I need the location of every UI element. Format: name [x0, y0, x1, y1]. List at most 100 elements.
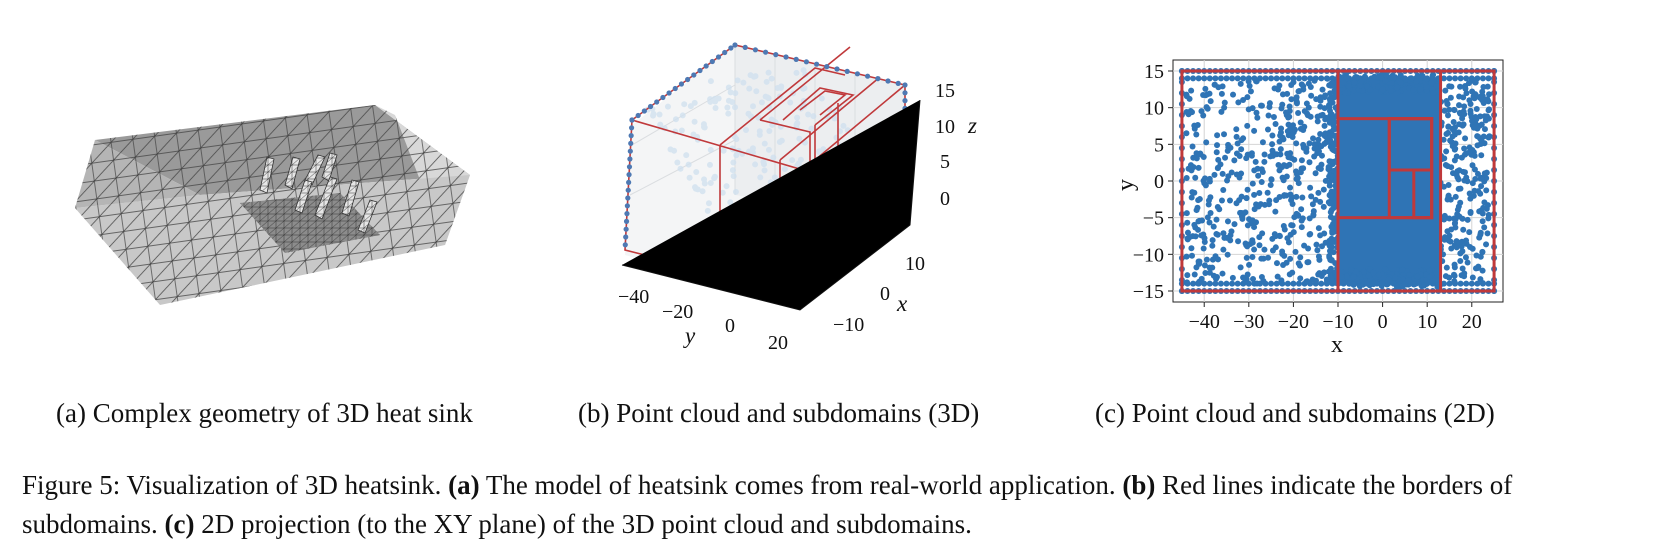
- scatter-point: [1209, 256, 1216, 263]
- scatter-point: [1420, 282, 1427, 289]
- scatter-point: [1245, 78, 1252, 85]
- scatter-point: [1260, 277, 1267, 284]
- scatter-point: [1278, 105, 1285, 112]
- scatter-point: [1279, 91, 1286, 98]
- scatter-point: [1221, 104, 1228, 111]
- edge-point: [626, 179, 632, 185]
- scatter-point: [1305, 259, 1312, 266]
- cloud-point: [800, 85, 807, 92]
- scatter-point: [1184, 272, 1191, 279]
- scatter-point: [1455, 185, 1462, 192]
- scatter-point: [1447, 94, 1454, 101]
- scatter-point: [1326, 158, 1333, 165]
- x-tick-label: −30: [1233, 311, 1264, 333]
- scatter-point: [1328, 257, 1335, 264]
- edge-point: [703, 63, 709, 69]
- scatter-point: [1308, 92, 1315, 99]
- scatter-point: [1212, 75, 1219, 82]
- edge-point: [623, 226, 629, 232]
- scatter-point: [1346, 280, 1353, 287]
- scatter-point: [1444, 234, 1451, 241]
- scatter-point: [1217, 75, 1224, 82]
- scatter-point: [1257, 201, 1264, 208]
- scatter-point: [1324, 75, 1331, 82]
- y-tick-label: −15: [1133, 281, 1164, 303]
- scatter-point: [1309, 201, 1316, 208]
- scatter-point: [1255, 172, 1262, 179]
- scatter-point: [1364, 83, 1371, 90]
- cloud-point: [711, 175, 718, 182]
- scatter-point: [1329, 146, 1336, 153]
- scatter-point: [1292, 248, 1299, 255]
- scatter-point: [1290, 280, 1297, 287]
- scatter-point: [1457, 258, 1464, 265]
- scatter-point: [1207, 98, 1214, 105]
- cloud-point: [725, 84, 732, 91]
- scatter-point: [1399, 266, 1406, 273]
- cloud-point: [761, 161, 768, 168]
- scatter-point: [1272, 208, 1279, 215]
- scatter-point: [1465, 80, 1472, 87]
- cloud-point: [730, 173, 737, 180]
- scatter-point: [1486, 91, 1493, 98]
- scatter-point: [1295, 110, 1302, 117]
- scatter-point: [1441, 107, 1448, 114]
- scatter-point: [1326, 179, 1333, 186]
- scatter-point: [1300, 144, 1307, 151]
- scatter-point: [1317, 198, 1324, 205]
- scatter-point: [1320, 203, 1327, 210]
- scatter-point: [1240, 75, 1247, 82]
- scatter-point: [1270, 113, 1277, 120]
- scatter-point: [1318, 143, 1325, 150]
- scatter-point: [1268, 75, 1275, 82]
- edge-point: [622, 242, 628, 248]
- x-tick-label: −40: [1189, 311, 1220, 333]
- scatter-point: [1209, 242, 1216, 249]
- scatter-point: [1196, 196, 1203, 203]
- scatter-point: [1458, 154, 1465, 161]
- scatter-point: [1253, 109, 1260, 116]
- scatter-point: [1191, 271, 1198, 278]
- scatter-point: [1451, 215, 1458, 222]
- cloud-point: [712, 104, 719, 111]
- scatter-point: [1188, 245, 1195, 252]
- scatter-point: [1198, 108, 1205, 115]
- scatter-point: [1392, 274, 1399, 281]
- cloud-point: [771, 174, 778, 181]
- scatter-point: [1461, 177, 1468, 184]
- scatter-point: [1279, 75, 1286, 82]
- scatter-point: [1220, 246, 1227, 253]
- scatter-point: [1326, 200, 1333, 207]
- scatter-point: [1189, 143, 1196, 150]
- scatter-point: [1189, 189, 1196, 196]
- scatter-point: [1340, 79, 1347, 86]
- scatter-point: [1463, 90, 1470, 97]
- scatter-point: [1251, 246, 1258, 253]
- scatter-point: [1183, 175, 1190, 182]
- scatter-point: [1244, 122, 1251, 129]
- scatter-point: [1284, 280, 1291, 287]
- scatter-point: [1244, 243, 1251, 250]
- cloud-point: [704, 207, 711, 214]
- scatter-point: [1461, 111, 1468, 118]
- scatter-point: [1452, 193, 1459, 200]
- cloud-point: [796, 135, 803, 142]
- scatter-point: [1229, 274, 1236, 281]
- scatter-point: [1484, 113, 1491, 120]
- scatter-point: [1193, 155, 1200, 162]
- cloud-point: [752, 73, 759, 80]
- scatter-point: [1195, 226, 1202, 233]
- scatter-point: [1328, 207, 1335, 214]
- cloud-point: [715, 95, 722, 102]
- scatter-point: [1343, 273, 1350, 280]
- scatter-point: [1327, 214, 1334, 221]
- pointcloud-2d-chart: −40 −30 −20 −10 0 10 20 15 10 5 0 −5 −10 −15 x y: [1113, 59, 1504, 358]
- scatter-point: [1312, 196, 1319, 203]
- cloud-point: [693, 169, 700, 176]
- scatter-point: [1426, 267, 1433, 274]
- scatter-point: [1254, 114, 1261, 121]
- scatter-point: [1451, 279, 1458, 286]
- scatter-point: [1287, 184, 1294, 191]
- scatter-point: [1298, 81, 1305, 88]
- scatter-point: [1322, 116, 1329, 123]
